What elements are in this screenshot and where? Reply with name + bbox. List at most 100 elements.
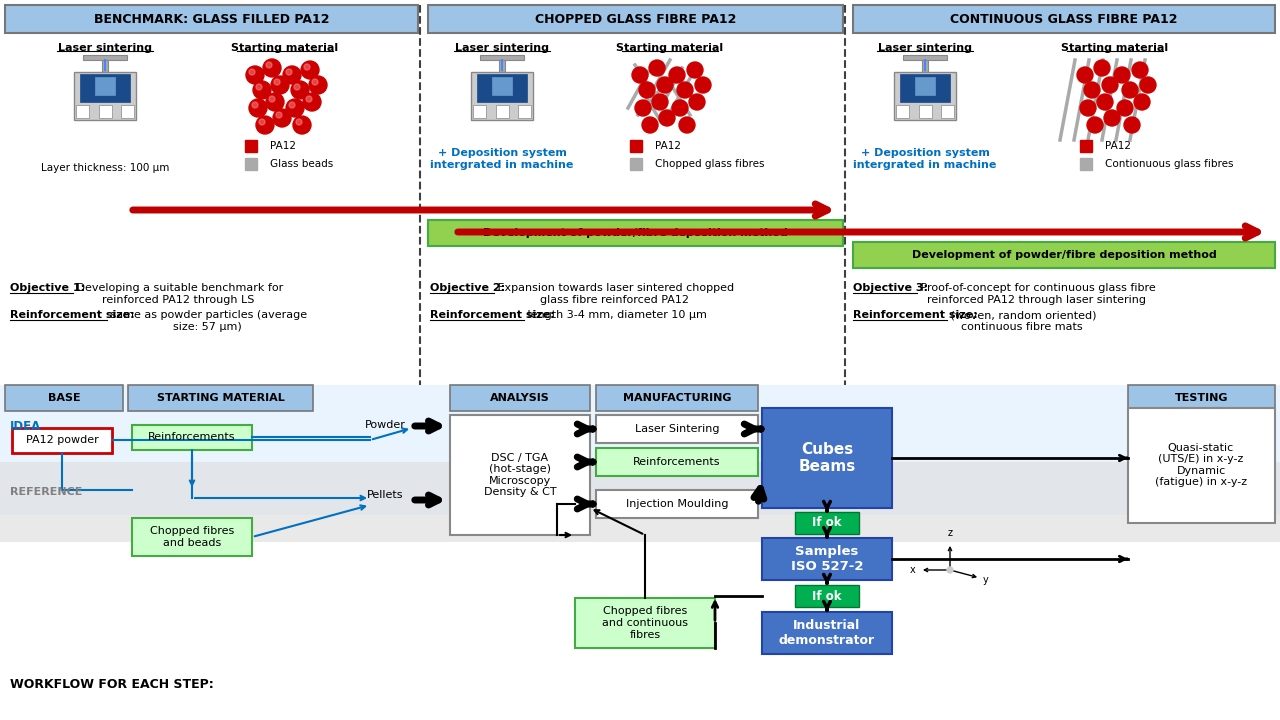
Text: DSC / TGA
(hot-stage)
Microscopy
Density & CT: DSC / TGA (hot-stage) Microscopy Density… [484, 453, 557, 498]
Text: PA12 powder: PA12 powder [26, 435, 99, 445]
Bar [5, 385, 123, 411]
Circle shape [303, 93, 321, 111]
Circle shape [1103, 110, 1120, 126]
Text: Powder: Powder [365, 420, 406, 430]
Text: IDEA: IDEA [10, 420, 41, 433]
Bar [244, 158, 257, 170]
Bar [915, 77, 934, 95]
Bar [596, 490, 758, 518]
Bar [0, 385, 1280, 515]
Text: length 3-4 mm, diameter 10 μm: length 3-4 mm, diameter 10 μm [524, 310, 707, 320]
Bar [12, 428, 113, 453]
Circle shape [276, 112, 282, 118]
Text: STARTING MATERIAL: STARTING MATERIAL [156, 393, 284, 403]
Bar [630, 140, 643, 152]
Circle shape [649, 60, 666, 76]
Text: Reinforcement size:: Reinforcement size: [10, 310, 134, 320]
Circle shape [308, 76, 326, 94]
Circle shape [266, 62, 273, 68]
Circle shape [250, 69, 255, 75]
Text: PA12: PA12 [270, 141, 296, 151]
Text: If ok: If ok [813, 590, 842, 603]
Text: Laser sintering: Laser sintering [878, 43, 972, 53]
Circle shape [262, 59, 282, 77]
Bar [451, 385, 590, 411]
Text: Objective 2:: Objective 2: [430, 283, 506, 293]
Circle shape [639, 82, 655, 98]
Circle shape [273, 109, 291, 127]
Bar [596, 385, 758, 411]
Text: Reinforcements: Reinforcements [148, 432, 236, 442]
Text: Reinforcement size:: Reinforcement size: [852, 310, 978, 320]
Bar [919, 105, 932, 118]
Circle shape [1124, 117, 1140, 133]
Bar [1128, 385, 1275, 411]
Text: CONTINUOUS GLASS FIBRE PA12: CONTINUOUS GLASS FIBRE PA12 [950, 12, 1178, 25]
Text: Starting material: Starting material [617, 43, 723, 53]
Bar [922, 60, 928, 72]
Text: Laser sintering: Laser sintering [58, 43, 152, 53]
Circle shape [1134, 94, 1149, 110]
Bar [893, 72, 956, 120]
Bar [1080, 140, 1092, 152]
Text: Glass beads: Glass beads [270, 159, 333, 169]
Bar [480, 55, 524, 60]
Bar [1080, 158, 1092, 170]
Circle shape [689, 94, 705, 110]
Circle shape [677, 82, 692, 98]
Bar [99, 105, 111, 118]
Circle shape [296, 119, 302, 125]
Text: Development of powder/fibre deposition method: Development of powder/fibre deposition m… [483, 228, 787, 238]
Circle shape [1117, 100, 1133, 116]
Text: Industrial
demonstrator: Industrial demonstrator [780, 619, 876, 647]
Circle shape [306, 96, 312, 102]
Circle shape [1080, 100, 1096, 116]
Text: Samples
ISO 527-2: Samples ISO 527-2 [791, 545, 863, 573]
Text: Quasi-static
(UTS/E) in x-y-z
Dynamic
(fatigue) in x-y-z: Quasi-static (UTS/E) in x-y-z Dynamic (f… [1155, 443, 1247, 487]
Text: CHOPPED GLASS FIBRE PA12: CHOPPED GLASS FIBRE PA12 [535, 12, 736, 25]
Text: + Deposition system
intergrated in machine: + Deposition system intergrated in machi… [854, 148, 997, 170]
Text: Reinforcements: Reinforcements [634, 457, 721, 467]
Circle shape [269, 96, 275, 102]
Circle shape [1114, 67, 1130, 83]
Text: x: x [909, 565, 915, 575]
Circle shape [1076, 67, 1093, 83]
Bar [596, 415, 758, 443]
Circle shape [256, 84, 262, 90]
Bar [492, 77, 512, 95]
Circle shape [283, 66, 301, 84]
Text: Pellets: Pellets [367, 490, 403, 500]
Bar [128, 385, 314, 411]
Circle shape [632, 67, 648, 83]
Circle shape [274, 79, 280, 85]
Circle shape [695, 77, 710, 93]
Circle shape [271, 76, 289, 94]
Circle shape [947, 567, 954, 573]
Bar [852, 242, 1275, 268]
Bar [596, 448, 758, 476]
Circle shape [687, 62, 703, 78]
Bar [495, 105, 508, 118]
Text: PA12: PA12 [655, 141, 681, 151]
Circle shape [1132, 62, 1148, 78]
Circle shape [1140, 77, 1156, 93]
Text: Chopped fibres
and beads: Chopped fibres and beads [150, 526, 234, 548]
Bar [428, 220, 844, 246]
Bar [474, 105, 486, 118]
Circle shape [259, 119, 265, 125]
Text: MANUFACTURING: MANUFACTURING [623, 393, 731, 403]
Bar [762, 408, 892, 508]
Circle shape [256, 116, 274, 134]
Circle shape [1094, 60, 1110, 76]
Text: Chopped glass fibres: Chopped glass fibres [655, 159, 764, 169]
Circle shape [669, 67, 685, 83]
Circle shape [1123, 82, 1138, 98]
Bar [477, 74, 527, 102]
Circle shape [1084, 82, 1100, 98]
Circle shape [1097, 94, 1114, 110]
Bar [79, 74, 131, 102]
Text: Laser Sintering: Laser Sintering [635, 424, 719, 434]
Circle shape [657, 77, 673, 93]
Circle shape [294, 84, 300, 90]
Circle shape [293, 116, 311, 134]
